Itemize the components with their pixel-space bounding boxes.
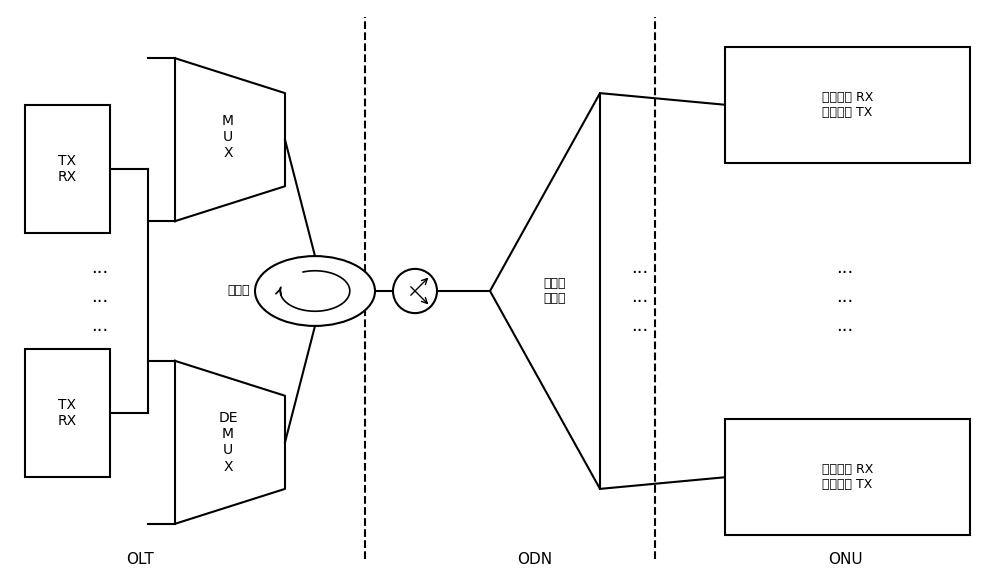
Text: ...: ... <box>91 259 109 276</box>
Text: ...: ... <box>836 259 854 276</box>
Polygon shape <box>175 361 285 524</box>
Text: ...: ... <box>631 317 649 335</box>
Text: ...: ... <box>91 288 109 306</box>
Text: ...: ... <box>836 288 854 306</box>
Polygon shape <box>175 58 285 221</box>
Text: ...: ... <box>631 288 649 306</box>
FancyBboxPatch shape <box>725 47 970 163</box>
FancyBboxPatch shape <box>725 419 970 535</box>
Text: ...: ... <box>631 259 649 276</box>
Ellipse shape <box>393 269 437 313</box>
FancyBboxPatch shape <box>25 105 110 233</box>
Text: ...: ... <box>91 317 109 335</box>
Text: 光功率
分配器: 光功率 分配器 <box>544 277 566 305</box>
Text: TX
RX: TX RX <box>58 154 77 184</box>
Text: 波长可选 RX
波长可变 TX: 波长可选 RX 波长可变 TX <box>822 91 873 119</box>
Text: 环行器: 环行器 <box>228 285 250 297</box>
Text: ...: ... <box>836 317 854 335</box>
Text: TX
RX: TX RX <box>58 398 77 428</box>
Text: ODN: ODN <box>517 552 553 567</box>
Text: M
U
X: M U X <box>222 113 234 160</box>
Polygon shape <box>490 93 600 489</box>
Text: ONU: ONU <box>828 552 862 567</box>
Text: 波长可选 RX
波长可变 TX: 波长可选 RX 波长可变 TX <box>822 463 873 491</box>
Text: OLT: OLT <box>126 552 154 567</box>
FancyBboxPatch shape <box>25 349 110 477</box>
Circle shape <box>255 256 375 326</box>
Text: DE
M
U
X: DE M U X <box>218 411 238 474</box>
